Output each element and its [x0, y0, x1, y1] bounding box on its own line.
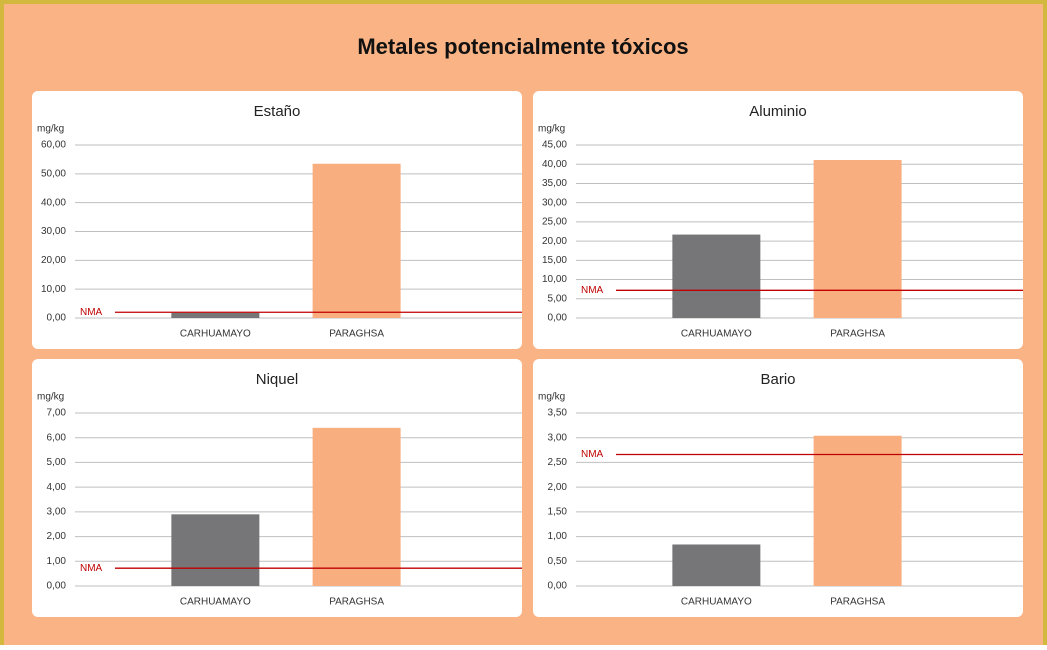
- chart-title: Aluminio: [749, 103, 807, 120]
- x-tick-label: CARHUAMAYO: [180, 597, 251, 608]
- bar: [813, 159, 902, 318]
- chart-title: Niquel: [256, 371, 299, 388]
- y-tick-label: 0,00: [47, 581, 67, 592]
- y-tick-label: 2,00: [47, 531, 67, 542]
- y-tick-label: 45,00: [542, 140, 567, 151]
- y-tick-label: 0,50: [548, 556, 568, 567]
- y-tick-label: 3,50: [548, 408, 568, 419]
- y-tick-label: 35,00: [542, 178, 567, 189]
- y-tick-label: 10,00: [542, 274, 567, 285]
- bar: [672, 234, 761, 318]
- y-tick-label: 30,00: [542, 197, 567, 208]
- y-tick-label: 15,00: [542, 255, 567, 266]
- panel: [533, 91, 1023, 349]
- chart-title: Bario: [760, 371, 795, 388]
- x-tick-label: PARAGHSA: [329, 597, 384, 608]
- panel: [32, 91, 522, 349]
- reference-label: NMA: [581, 449, 604, 460]
- y-tick-label: 2,00: [548, 482, 568, 493]
- bar: [312, 163, 401, 318]
- y-axis-label: mg/kg: [37, 392, 64, 403]
- y-tick-label: 50,00: [41, 168, 66, 179]
- reference-label: NMA: [80, 563, 103, 574]
- y-tick-label: 4,00: [47, 482, 67, 493]
- reference-label: NMA: [80, 307, 103, 318]
- x-tick-label: PARAGHSA: [830, 597, 885, 608]
- x-tick-label: CARHUAMAYO: [681, 329, 752, 340]
- x-tick-label: PARAGHSA: [329, 329, 384, 340]
- x-tick-label: CARHUAMAYO: [681, 597, 752, 608]
- y-tick-label: 10,00: [41, 284, 66, 295]
- y-tick-label: 5,00: [47, 457, 67, 468]
- y-tick-label: 5,00: [548, 293, 568, 304]
- bar: [312, 427, 401, 586]
- y-axis-label: mg/kg: [538, 124, 565, 135]
- y-tick-label: 30,00: [41, 226, 66, 237]
- y-axis-label: mg/kg: [538, 392, 565, 403]
- reference-label: NMA: [581, 285, 604, 296]
- bar: [672, 544, 761, 586]
- y-tick-label: 1,00: [47, 556, 67, 567]
- x-tick-label: CARHUAMAYO: [180, 329, 251, 340]
- y-tick-label: 20,00: [542, 236, 567, 247]
- y-tick-label: 7,00: [47, 408, 67, 419]
- x-tick-label: PARAGHSA: [830, 329, 885, 340]
- y-tick-label: 6,00: [47, 432, 67, 443]
- y-tick-label: 20,00: [41, 255, 66, 266]
- y-tick-label: 3,00: [47, 506, 67, 517]
- y-tick-label: 0,00: [47, 313, 67, 324]
- y-tick-label: 40,00: [41, 197, 66, 208]
- page-title: Metales potencialmente tóxicos: [357, 34, 688, 59]
- chart-title: Estaño: [254, 103, 301, 120]
- y-tick-label: 2,50: [548, 457, 568, 468]
- y-tick-label: 60,00: [41, 140, 66, 151]
- y-tick-label: 1,50: [548, 506, 568, 517]
- y-tick-label: 0,00: [548, 581, 568, 592]
- y-tick-label: 3,00: [548, 432, 568, 443]
- y-tick-label: 25,00: [542, 217, 567, 228]
- panel: [32, 359, 522, 617]
- bar: [813, 435, 902, 586]
- panel: [533, 359, 1023, 617]
- y-tick-label: 1,00: [548, 531, 568, 542]
- y-tick-label: 0,00: [548, 313, 568, 324]
- bar: [171, 312, 260, 318]
- y-axis-label: mg/kg: [37, 124, 64, 135]
- y-tick-label: 40,00: [542, 159, 567, 170]
- bar: [171, 514, 260, 586]
